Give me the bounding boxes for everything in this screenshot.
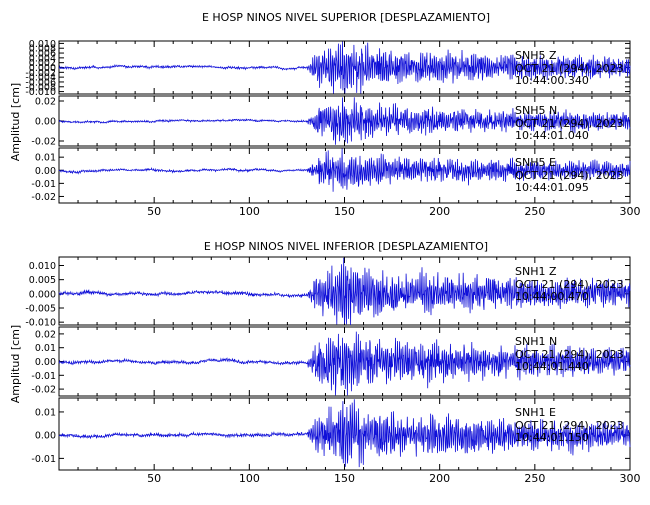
channel-label: SNH1 E: [515, 406, 556, 419]
y-tick-label: -0.008: [25, 82, 56, 93]
channel-label: SNH1 N: [515, 335, 557, 348]
trace-SNH1-N: [58, 331, 631, 396]
time-label: 10:44:01.095: [515, 181, 589, 194]
time-label: 10:44:01.040: [515, 129, 589, 142]
x-tick-label: 300: [620, 205, 641, 218]
y-tick-label: 0.002: [29, 58, 56, 69]
y-tick-label: -0.002: [25, 68, 56, 79]
x-tick-label: 150: [334, 472, 355, 485]
x-tick-label: 200: [429, 205, 450, 218]
x-tick-label: 100: [239, 472, 260, 485]
trace-SNH5-E: [58, 148, 631, 192]
top-y-axis-label: Amplitud [cm]: [9, 83, 22, 161]
y-tick-label: -0.006: [25, 77, 56, 88]
time-label: 10:44:01.150: [515, 431, 589, 444]
x-tick-label: 50: [147, 205, 161, 218]
y-tick-label: 0.01: [35, 407, 56, 418]
y-tick-label: -0.02: [31, 385, 56, 396]
x-tick-label: 200: [429, 472, 450, 485]
date-label: OCT 21 (294), 2023: [515, 278, 624, 291]
time-label: 10:44:00.470: [515, 290, 589, 303]
date-label: OCT 21 (294), 2023: [515, 419, 624, 432]
y-tick-label: 0.006: [29, 49, 56, 60]
x-tick-label: 300: [620, 472, 641, 485]
x-tick-label: 100: [239, 205, 260, 218]
y-tick-label: 0.00: [35, 166, 56, 177]
time-label: 10:44:01.440: [515, 360, 589, 373]
bottom-figure-title: E HOSP NINOS NIVEL INFERIOR [DESPLAZAMIE…: [204, 240, 488, 253]
bottom-y-axis-label: Amplitud [cm]: [9, 325, 22, 403]
time-label: 10:44:00.340: [515, 74, 589, 87]
y-tick-label: -0.01: [31, 454, 56, 465]
y-tick-label: 0.000: [29, 289, 56, 300]
y-tick-label: 0.000: [29, 63, 56, 74]
y-tick-label: 0.00: [35, 357, 56, 368]
y-tick-label: -0.010: [25, 318, 56, 329]
channel-label: SNH5 Z: [515, 49, 557, 62]
y-tick-label: -0.010: [25, 87, 56, 98]
y-tick-label: 0.00: [35, 431, 56, 442]
x-tick-label: 50: [147, 472, 161, 485]
y-tick-label: 0.005: [29, 275, 56, 286]
y-tick-label: 0.010: [29, 261, 56, 272]
date-label: OCT 21 (294), 2023: [515, 348, 624, 361]
y-tick-label: 0.01: [35, 153, 56, 164]
y-tick-label: 0.02: [35, 329, 56, 340]
y-tick-label: -0.01: [31, 179, 56, 190]
channel-label: SNH1 Z: [515, 265, 557, 278]
trace-SNH1-Z: [58, 257, 631, 326]
y-tick-label: 0.00: [35, 117, 56, 128]
channel-label: SNH5 N: [515, 104, 557, 117]
top-figure-title: E HOSP NINOS NIVEL SUPERIOR [DESPLAZAMIE…: [202, 11, 490, 24]
y-tick-label: 0.010: [29, 39, 56, 50]
x-tick-label: 250: [524, 472, 545, 485]
x-tick-label: 150: [334, 205, 355, 218]
x-tick-label: 250: [524, 205, 545, 218]
y-tick-label: -0.02: [31, 137, 56, 148]
y-tick-label: 0.008: [29, 44, 56, 55]
date-label: OCT 21 (294), 2023: [515, 117, 624, 130]
date-label: OCT 21 (294), 2023: [515, 169, 624, 182]
trace-SNH1-E: [58, 399, 631, 468]
y-tick-label: -0.02: [31, 192, 56, 203]
y-tick-label: -0.005: [25, 304, 56, 315]
panels-group: 0.0100.0080.0060.0040.0020.000-0.002-0.0…: [25, 39, 640, 485]
y-tick-label: -0.01: [31, 371, 56, 382]
y-tick-label: 0.01: [35, 343, 56, 354]
channel-label: SNH5 E: [515, 156, 556, 169]
y-tick-label: 0.02: [35, 97, 56, 108]
trace-SNH5-Z: [59, 41, 631, 94]
y-tick-label: 0.004: [29, 53, 56, 64]
date-label: OCT 21 (294), 2023: [515, 62, 624, 75]
y-tick-label: -0.004: [25, 73, 56, 84]
trace-SNH5-N: [58, 97, 631, 145]
